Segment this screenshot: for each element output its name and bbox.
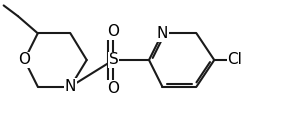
Text: O: O: [107, 81, 119, 96]
Text: O: O: [18, 53, 30, 67]
Text: Cl: Cl: [228, 53, 243, 67]
Text: S: S: [108, 53, 118, 67]
Text: O: O: [107, 24, 119, 39]
Text: N: N: [157, 26, 168, 41]
Text: N: N: [65, 79, 76, 94]
